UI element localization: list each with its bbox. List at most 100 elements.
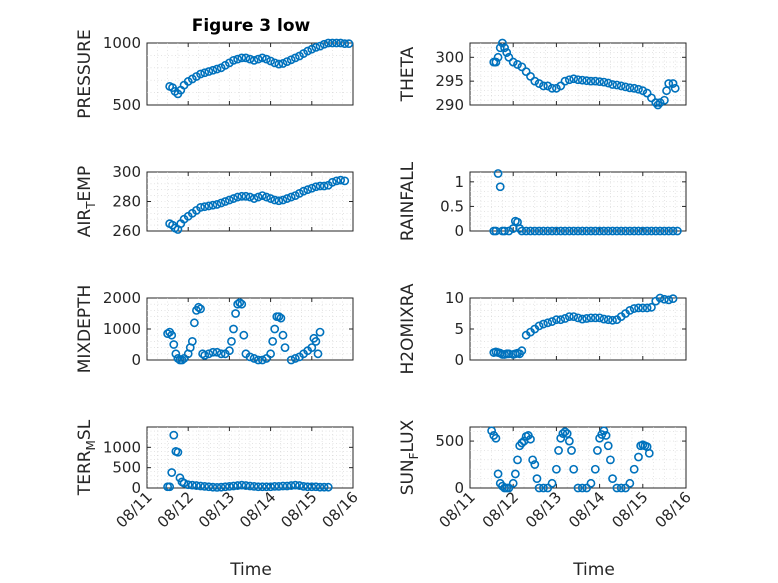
data-point [629,304,639,313]
data-point [237,480,247,490]
x-tick-label: 08/12 [479,488,522,531]
data-point [668,294,678,304]
y-tick-label: 260 [112,222,141,240]
data-point [497,38,507,48]
data-point [493,469,503,479]
y-axis-label-subscript: F [407,452,421,459]
y-tick-label: 300 [435,48,464,66]
data-point [552,83,561,93]
x-tick-label: 08/16 [652,488,695,531]
data-point [569,464,579,474]
data-point [245,481,255,491]
data-point [655,293,665,303]
data-point [530,226,540,236]
data-point [270,195,280,205]
data-point [295,481,304,490]
data-point [323,482,333,492]
data-point [229,194,238,203]
data-point [612,226,622,236]
y-axis-label-subscript: M [84,440,98,450]
data-point [547,317,557,326]
data-point [200,350,210,360]
data-point [582,483,592,493]
data-point [573,75,583,85]
data-point [241,481,251,490]
data-point [593,446,602,455]
data-point [577,483,587,493]
data-point [167,468,177,477]
data-point [558,429,568,438]
subplot-1: 500 1000 PRESSURE [75,29,354,119]
data-point [569,226,579,236]
y-axis-label-part: SUN [398,459,418,495]
data-point [179,478,189,488]
data-point [282,57,292,66]
data-point [257,355,267,365]
data-point [237,191,247,201]
data-point [647,302,656,312]
data-point [173,447,183,457]
y-tick-label: 0 [454,351,464,369]
data-point [625,226,635,236]
data-point [634,84,643,94]
data-point [187,480,197,490]
data-point [634,303,643,313]
data-point [332,176,341,186]
data-point [647,93,656,103]
data-point [220,197,230,206]
data-point [311,482,321,492]
data-point [513,455,522,465]
data-point [543,483,553,493]
data-point [504,226,514,236]
data-point [595,226,604,236]
data-point [495,182,505,192]
y-tick-label: 500 [112,459,141,477]
data-point [204,349,214,359]
data-point [530,76,540,86]
data-point [510,469,520,479]
data-point [253,355,263,365]
y-tick-label: 2000 [103,289,141,307]
y-tick-label: 500 [435,432,464,450]
x-axis-label-left: Time [229,560,272,580]
data-point [245,352,255,362]
x-tick-label: 08/13 [195,488,238,531]
data-point [534,483,544,493]
data-point [340,176,350,186]
data-point [573,483,583,493]
subplot-2: 290 295 300 THETA [398,38,687,114]
x-tick-label: 08/14 [565,488,608,531]
data-point [196,69,205,79]
data-point [319,181,329,191]
data-point [227,336,236,346]
data-point [603,441,613,451]
data-point [307,183,317,193]
data-point [539,226,548,236]
data-point [192,481,201,490]
data-point [586,478,596,488]
data-point [233,54,243,64]
y-tick-label: 295 [435,72,464,90]
data-point [534,321,544,331]
data-point [517,226,527,236]
data-point [599,314,609,324]
data-point [590,226,600,236]
data-point [672,226,682,236]
data-point [286,355,296,365]
y-tick-label: 10 [445,289,464,307]
y-tick-label: 1000 [103,438,141,456]
data-point [204,201,214,211]
data-point [194,302,203,312]
data-point [323,38,333,48]
data-point [249,354,259,363]
data-point [315,482,325,492]
data-point [586,226,596,236]
data-point [303,185,313,195]
y-tick-label: 0 [131,479,141,497]
data-point [315,181,325,191]
subplot-5: 0 1000 2000 MIXDEPTH [75,285,354,373]
data-point [564,312,574,321]
data-point [274,312,284,321]
data-point [573,226,583,236]
